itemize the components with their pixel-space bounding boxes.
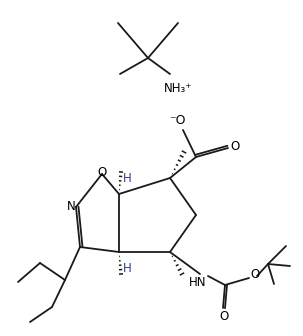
Text: N: N xyxy=(67,201,75,213)
Text: ⁻O: ⁻O xyxy=(169,115,185,127)
Text: O: O xyxy=(219,310,229,324)
Text: H: H xyxy=(123,261,132,275)
Text: H: H xyxy=(123,171,132,184)
Text: O: O xyxy=(230,139,240,153)
Text: O: O xyxy=(250,268,260,282)
Text: HN: HN xyxy=(189,277,207,290)
Text: O: O xyxy=(97,167,107,179)
Text: NH₃⁺: NH₃⁺ xyxy=(164,82,192,94)
